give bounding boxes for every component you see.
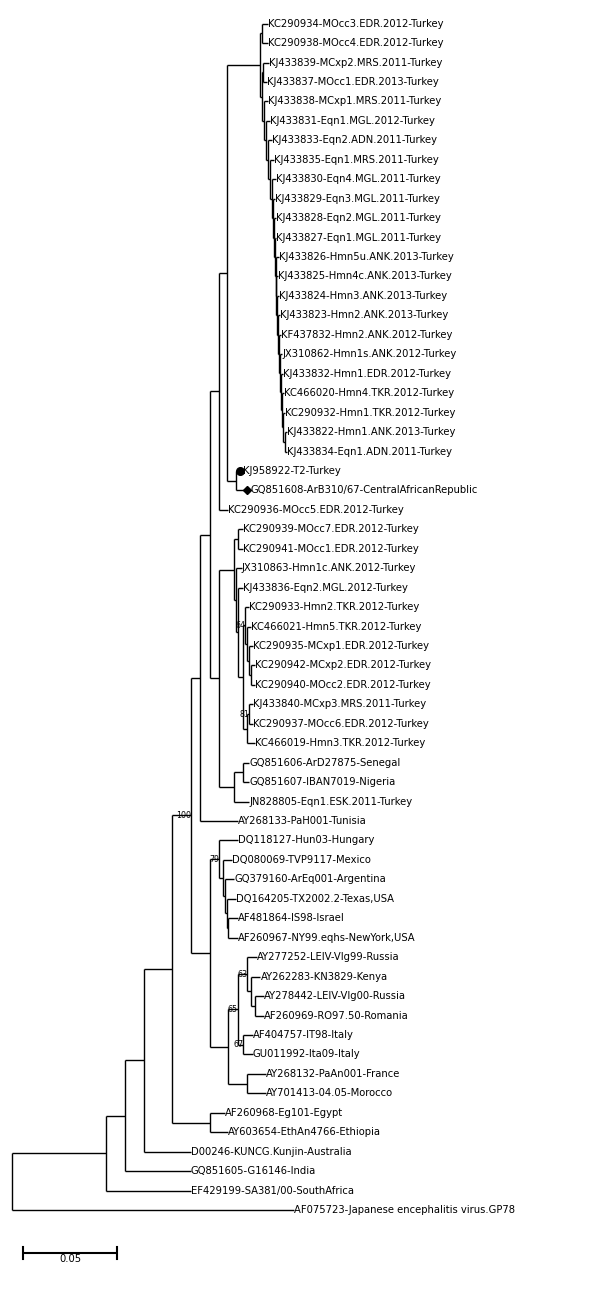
- Text: KJ433836-Eqn2.MGL.2012-Turkey: KJ433836-Eqn2.MGL.2012-Turkey: [244, 583, 409, 593]
- Text: KJ433829-Eqn3.MGL.2011-Turkey: KJ433829-Eqn3.MGL.2011-Turkey: [275, 194, 439, 204]
- Text: GQ851607-IBAN7019-Nigeria: GQ851607-IBAN7019-Nigeria: [249, 778, 395, 787]
- Text: KJ433825-Hmn4c.ANK.2013-Turkey: KJ433825-Hmn4c.ANK.2013-Turkey: [278, 271, 452, 282]
- Text: AY268132-PaAn001-France: AY268132-PaAn001-France: [266, 1068, 400, 1079]
- Text: KC290940-MOcc2.EDR.2012-Turkey: KC290940-MOcc2.EDR.2012-Turkey: [255, 680, 430, 690]
- Text: AY278442-LEIV-Vlg00-Russia: AY278442-LEIV-Vlg00-Russia: [264, 991, 406, 1001]
- Text: AF260967-NY99.eqhs-NewYork,USA: AF260967-NY99.eqhs-NewYork,USA: [238, 933, 415, 943]
- Text: KC290937-MOcc6.EDR.2012-Turkey: KC290937-MOcc6.EDR.2012-Turkey: [253, 718, 428, 729]
- Text: KJ433838-MCxp1.MRS.2011-Turkey: KJ433838-MCxp1.MRS.2011-Turkey: [268, 97, 441, 106]
- Text: KC290942-MCxp2.EDR.2012-Turkey: KC290942-MCxp2.EDR.2012-Turkey: [255, 660, 431, 671]
- Text: AF075723-Japanese encephalitis virus.GP78: AF075723-Japanese encephalitis virus.GP7…: [295, 1205, 515, 1214]
- Text: 100: 100: [176, 811, 191, 820]
- Text: KJ433834-Eqn1.ADN.2011-Turkey: KJ433834-Eqn1.ADN.2011-Turkey: [287, 447, 452, 456]
- Text: KJ433832-Hmn1.EDR.2012-Turkey: KJ433832-Hmn1.EDR.2012-Turkey: [283, 368, 451, 379]
- Text: KC466020-Hmn4.TKR.2012-Turkey: KC466020-Hmn4.TKR.2012-Turkey: [284, 388, 454, 398]
- Text: KJ433833-Eqn2.ADN.2011-Turkey: KJ433833-Eqn2.ADN.2011-Turkey: [272, 136, 437, 145]
- Text: AF404757-IT98-Italy: AF404757-IT98-Italy: [253, 1030, 354, 1040]
- Text: AY268133-PaH001-Tunisia: AY268133-PaH001-Tunisia: [238, 817, 367, 826]
- Text: KC290938-MOcc4.EDR.2012-Turkey: KC290938-MOcc4.EDR.2012-Turkey: [268, 37, 443, 48]
- Text: JX310863-Hmn1c.ANK.2012-Turkey: JX310863-Hmn1c.ANK.2012-Turkey: [242, 563, 416, 574]
- Text: KJ433828-Eqn2.MGL.2011-Turkey: KJ433828-Eqn2.MGL.2011-Turkey: [275, 213, 440, 224]
- Text: 64: 64: [235, 621, 245, 629]
- Text: KJ433835-Eqn1.MRS.2011-Turkey: KJ433835-Eqn1.MRS.2011-Turkey: [274, 155, 439, 165]
- Text: GQ851606-ArD27875-Senegal: GQ851606-ArD27875-Senegal: [249, 757, 400, 767]
- Text: AY262283-KN3829-Kenya: AY262283-KN3829-Kenya: [260, 972, 388, 982]
- Text: KC290936-MOcc5.EDR.2012-Turkey: KC290936-MOcc5.EDR.2012-Turkey: [229, 505, 404, 514]
- Text: KC466021-Hmn5.TKR.2012-Turkey: KC466021-Hmn5.TKR.2012-Turkey: [251, 621, 421, 632]
- Text: KJ433831-Eqn1.MGL.2012-Turkey: KJ433831-Eqn1.MGL.2012-Turkey: [270, 116, 435, 125]
- Text: 63: 63: [237, 970, 247, 979]
- Text: 79: 79: [209, 855, 219, 864]
- Text: AF481864-IS98-Israel: AF481864-IS98-Israel: [238, 913, 344, 924]
- Text: KC290933-Hmn2.TKR.2012-Turkey: KC290933-Hmn2.TKR.2012-Turkey: [249, 602, 419, 612]
- Text: KC290941-MOcc1.EDR.2012-Turkey: KC290941-MOcc1.EDR.2012-Turkey: [244, 544, 419, 554]
- Text: KJ433827-Eqn1.MGL.2011-Turkey: KJ433827-Eqn1.MGL.2011-Turkey: [277, 233, 442, 243]
- Text: KJ433822-Hmn1.ANK.2013-Turkey: KJ433822-Hmn1.ANK.2013-Turkey: [287, 428, 455, 437]
- Text: 0.05: 0.05: [59, 1255, 81, 1265]
- Text: DQ164205-TX2002.2-Texas,USA: DQ164205-TX2002.2-Texas,USA: [236, 894, 394, 904]
- Text: GQ851608-ArB310/67-CentralAfricanRepublic: GQ851608-ArB310/67-CentralAfricanRepubli…: [250, 486, 478, 495]
- Text: GQ851605-G16146-India: GQ851605-G16146-India: [191, 1167, 316, 1176]
- Text: AF260968-Eg101-Egypt: AF260968-Eg101-Egypt: [224, 1107, 343, 1118]
- Text: JN828805-Eqn1.ESK.2011-Turkey: JN828805-Eqn1.ESK.2011-Turkey: [249, 797, 412, 806]
- Text: 65: 65: [228, 1005, 238, 1014]
- Text: KC290932-Hmn1.TKR.2012-Turkey: KC290932-Hmn1.TKR.2012-Turkey: [285, 407, 455, 417]
- Text: AY603654-EthAn4766-Ethiopia: AY603654-EthAn4766-Ethiopia: [229, 1127, 382, 1137]
- Text: KJ433840-MCxp3.MRS.2011-Turkey: KJ433840-MCxp3.MRS.2011-Turkey: [253, 699, 426, 709]
- Text: KC290935-MCxp1.EDR.2012-Turkey: KC290935-MCxp1.EDR.2012-Turkey: [253, 641, 429, 651]
- Text: JX310862-Hmn1s.ANK.2012-Turkey: JX310862-Hmn1s.ANK.2012-Turkey: [282, 349, 457, 359]
- Text: 67: 67: [233, 1040, 244, 1049]
- Text: DQ080069-TVP9117-Mexico: DQ080069-TVP9117-Mexico: [232, 855, 371, 864]
- Text: GU011992-Ita09-Italy: GU011992-Ita09-Italy: [253, 1049, 361, 1059]
- Text: KJ958922-T2-Turkey: KJ958922-T2-Turkey: [243, 466, 340, 475]
- Text: AY701413-04.05-Morocco: AY701413-04.05-Morocco: [266, 1088, 393, 1098]
- Text: KJ433830-Eqn4.MGL.2011-Turkey: KJ433830-Eqn4.MGL.2011-Turkey: [275, 174, 440, 185]
- Text: AF260969-RO97.50-Romania: AF260969-RO97.50-Romania: [264, 1010, 409, 1021]
- Text: KJ433823-Hmn2.ANK.2013-Turkey: KJ433823-Hmn2.ANK.2013-Turkey: [280, 310, 448, 320]
- Text: KJ433839-MCxp2.MRS.2011-Turkey: KJ433839-MCxp2.MRS.2011-Turkey: [269, 58, 442, 67]
- Text: GQ379160-ArEq001-Argentina: GQ379160-ArEq001-Argentina: [234, 875, 386, 885]
- Text: KJ433837-MOcc1.EDR.2013-Turkey: KJ433837-MOcc1.EDR.2013-Turkey: [267, 78, 439, 87]
- Text: DQ118127-Hun03-Hungary: DQ118127-Hun03-Hungary: [238, 836, 374, 845]
- Text: EF429199-SA381/00-SouthAfrica: EF429199-SA381/00-SouthAfrica: [191, 1186, 354, 1195]
- Text: KJ433824-Hmn3.ANK.2013-Turkey: KJ433824-Hmn3.ANK.2013-Turkey: [279, 291, 448, 301]
- Text: KC466019-Hmn3.TKR.2012-Turkey: KC466019-Hmn3.TKR.2012-Turkey: [255, 738, 425, 748]
- Text: KJ433826-Hmn5u.ANK.2013-Turkey: KJ433826-Hmn5u.ANK.2013-Turkey: [279, 252, 454, 262]
- Text: KC290939-MOcc7.EDR.2012-Turkey: KC290939-MOcc7.EDR.2012-Turkey: [244, 525, 419, 535]
- Text: KC290934-MOcc3.EDR.2012-Turkey: KC290934-MOcc3.EDR.2012-Turkey: [268, 18, 443, 28]
- Text: KF437832-Hmn2.ANK.2012-Turkey: KF437832-Hmn2.ANK.2012-Turkey: [281, 329, 452, 340]
- Text: AY277252-LEIV-Vlg99-Russia: AY277252-LEIV-Vlg99-Russia: [257, 952, 399, 963]
- Text: 81: 81: [239, 709, 249, 718]
- Text: D00246-KUNCG.Kunjin-Australia: D00246-KUNCG.Kunjin-Australia: [191, 1147, 352, 1156]
